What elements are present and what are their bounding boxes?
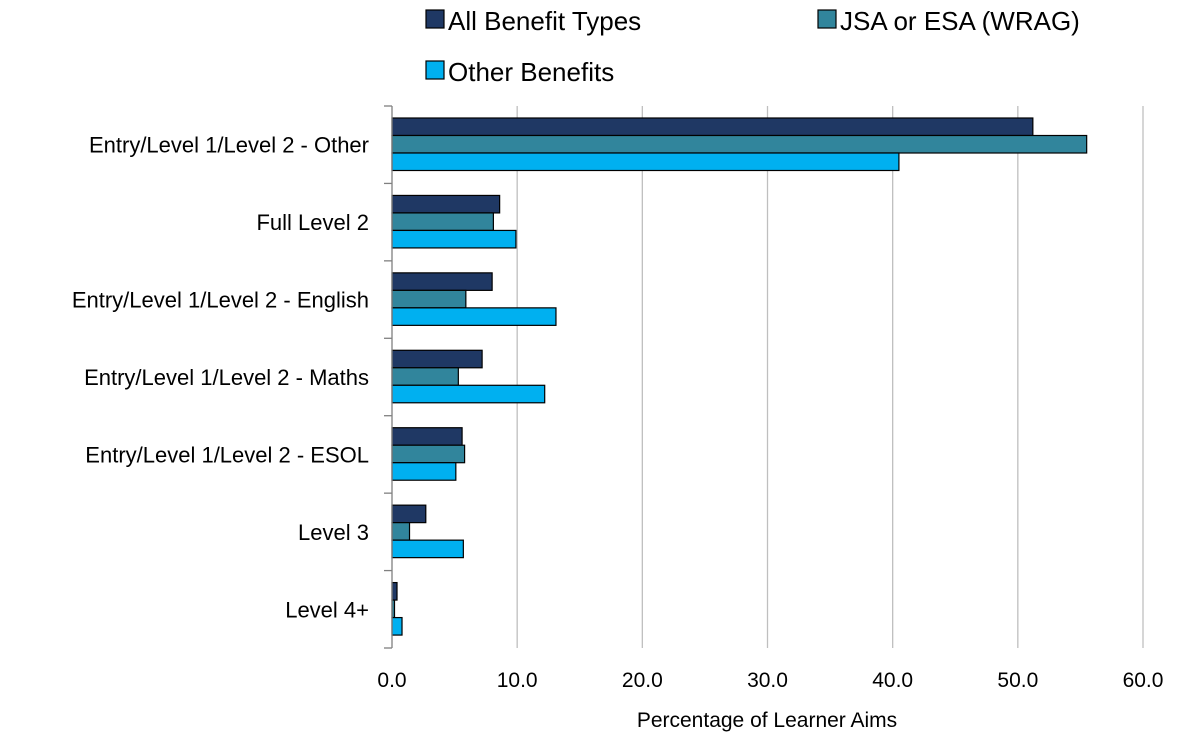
bar [391,349,483,369]
legend-swatch-other-benefits [425,60,445,80]
bar [391,367,459,386]
bar [391,427,463,446]
bar [391,307,557,326]
category-label: Entry/Level 1/Level 2 - English [72,288,369,313]
x-tick-label: 50.0 [997,669,1038,692]
bar [391,444,466,464]
category-label: Entry/Level 1/Level 2 - ESOL [85,442,369,467]
bar [391,539,464,559]
axes [384,105,393,649]
x-tick-label: 30.0 [747,669,788,692]
x-tick-label: 0.0 [377,669,406,692]
bars [391,117,1088,636]
bar [391,462,457,481]
bar [391,522,411,541]
bar [391,384,546,404]
bar [391,134,1088,154]
x-tick-labels: 0.0 10.0 20.0 30.0 40.0 50.0 60.0 [377,669,1163,692]
legend-label-jsa-or-esa: JSA or ESA (WRAG) [840,6,1080,36]
x-axis-label: Percentage of Learner Aims [637,709,897,732]
category-label: Level 3 [298,520,369,545]
x-tick-label: 20.0 [622,669,663,692]
bar [391,212,494,232]
category-labels: Entry/Level 1/Level 2 - Other Full Level … [72,133,369,623]
legend-swatch-jsa-or-esa [817,9,837,29]
legend-label-all-benefit-types: All Benefit Types [448,6,641,36]
x-tick-label: 10.0 [497,669,538,692]
category-label: Entry/Level 1/Level 2 - Other [89,133,369,158]
legend-item-jsa-or-esa: JSA or ESA (WRAG) [817,6,1080,36]
legend-swatch-all-benefit-types [425,9,445,29]
category-label: Level 4+ [285,597,369,622]
category-label: Full Level 2 [256,210,369,235]
category-label: Entry/Level 1/Level 2 - Maths [84,365,369,390]
bar [391,616,403,636]
legend-item-other-benefits: Other Benefits [425,57,614,87]
legend: All Benefit Types JSA or ESA (WRAG) Othe… [425,6,1080,87]
bar [391,504,427,524]
x-tick-label: 60.0 [1123,669,1164,692]
bar [391,581,398,601]
bar [391,194,501,214]
bar [391,229,517,249]
x-tick-label: 40.0 [872,669,913,692]
bar [391,117,1034,137]
legend-label-other-benefits: Other Benefits [448,57,614,87]
legend-item-all-benefit-types: All Benefit Types [425,6,641,36]
gridlines [516,106,1144,648]
bar [391,152,900,172]
bar [391,289,467,309]
bar [391,272,493,291]
